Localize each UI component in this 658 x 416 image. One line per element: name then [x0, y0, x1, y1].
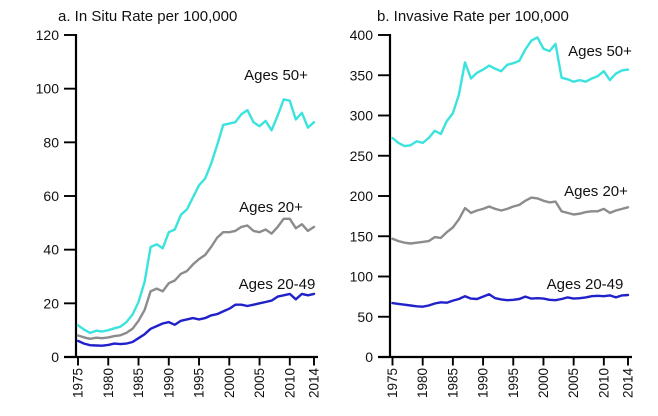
panel-b-title: b. Invasive Rate per 100,000 — [377, 8, 569, 25]
y-tick-label: 120 — [36, 27, 60, 43]
panel-a-title: a. In Situ Rate per 100,000 — [58, 8, 238, 25]
y-tick-label: 100 — [36, 81, 60, 97]
x-tick-label: 1975 — [71, 368, 86, 398]
panel-b-series-label-ages-20-49: Ages 20-49 — [546, 276, 624, 293]
x-tick-label: 1990 — [161, 368, 176, 398]
x-tick-label: 2005 — [566, 368, 581, 398]
y-tick-label: 0 — [51, 349, 59, 365]
invasive-chart: 0 50 100 150 200 250 300 350 400 1975 1980 1985 1990… — [350, 27, 636, 399]
x-tick-label: 2000 — [536, 368, 551, 398]
x-tick-label: 2000 — [222, 368, 237, 398]
x-tick-label: 2010 — [596, 368, 611, 398]
series-line-ages-50- — [391, 36, 630, 148]
y-tick-label: 400 — [350, 27, 374, 43]
y-tick-label: 0 — [365, 349, 373, 365]
series-line-ages-20-49 — [391, 293, 630, 308]
x-tick-label: 1980 — [415, 368, 430, 398]
x-tick-label: 1990 — [476, 368, 491, 398]
x-tick-label: 2014 — [307, 368, 322, 399]
in-situ-chart: 0 20 40 60 80 100 120 1975 1980 1985 1990 1995 2000 2… — [36, 27, 322, 399]
x-tick-label: 1995 — [192, 368, 207, 398]
y-tick-label: 150 — [350, 228, 374, 244]
y-tick-label: 80 — [43, 134, 59, 150]
x-tick-label: 2014 — [621, 368, 636, 399]
series-line-ages-20-49 — [76, 292, 316, 347]
panel-a-series-label-ages-20-49: Ages 20-49 — [238, 276, 316, 293]
x-tick-label: 1980 — [101, 368, 116, 398]
x-tick-label: 2005 — [252, 368, 267, 398]
series-line-ages-20- — [76, 217, 316, 340]
y-tick-label: 350 — [350, 67, 374, 83]
x-tick-label: 2010 — [282, 368, 297, 398]
panel-a-series-label-ages-50plus: Ages 50+ — [244, 67, 308, 84]
panel-b-series-label-ages-50plus: Ages 50+ — [568, 43, 632, 60]
series-line-ages-50- — [76, 98, 316, 335]
y-tick-label: 50 — [357, 309, 373, 325]
y-tick-label: 40 — [43, 242, 59, 258]
y-tick-label: 20 — [43, 295, 59, 311]
x-tick-label: 1995 — [506, 368, 521, 398]
y-tick-label: 100 — [350, 269, 374, 285]
x-tick-label: 1985 — [131, 368, 146, 398]
y-tick-label: 250 — [350, 148, 374, 164]
y-tick-label: 200 — [350, 188, 374, 204]
panel-a-series-label-ages-20plus: Ages 20+ — [239, 199, 303, 216]
y-tick-label: 60 — [43, 188, 59, 204]
series-line-ages-20- — [391, 196, 630, 245]
y-tick-label: 300 — [350, 108, 374, 124]
panel-b-series-label-ages-20plus: Ages 20+ — [564, 183, 628, 200]
x-tick-label: 1975 — [385, 368, 400, 398]
x-tick-label: 1985 — [445, 368, 460, 398]
